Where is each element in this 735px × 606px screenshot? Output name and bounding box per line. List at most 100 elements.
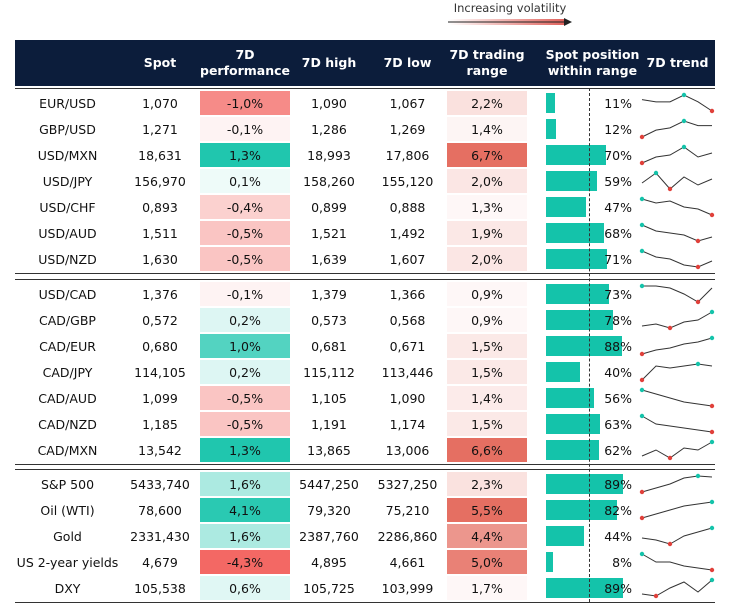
row-label: CAD/EUR bbox=[39, 338, 96, 354]
low: 0,888 bbox=[389, 199, 426, 215]
performance: 1,6% bbox=[200, 524, 290, 548]
sparkline bbox=[641, 170, 713, 192]
trend-min bbox=[695, 264, 701, 270]
performance: -0,4% bbox=[200, 195, 290, 219]
header-cell: Spot bbox=[143, 55, 177, 70]
low: 103,999 bbox=[381, 580, 434, 596]
trend-max bbox=[681, 144, 687, 150]
position-label: 59% bbox=[604, 173, 632, 189]
trend-line bbox=[641, 198, 713, 216]
trend-max bbox=[709, 577, 715, 583]
performance: -1,0% bbox=[200, 91, 290, 115]
performance: -0,5% bbox=[200, 412, 290, 436]
trend-max bbox=[681, 118, 687, 124]
high: 158,260 bbox=[303, 173, 355, 189]
trend-min bbox=[667, 325, 673, 331]
high: 115,112 bbox=[303, 364, 355, 380]
row-label: USD/CHF bbox=[39, 199, 96, 215]
high: 18,993 bbox=[307, 147, 351, 163]
low: 1,269 bbox=[389, 121, 426, 137]
position-label: 78% bbox=[604, 312, 632, 328]
trend-min bbox=[709, 212, 715, 218]
performance: -0,1% bbox=[200, 282, 290, 306]
trading-range: 5,5% bbox=[447, 498, 527, 522]
trend-min bbox=[709, 108, 715, 114]
high: 0,899 bbox=[311, 199, 347, 215]
trend-line bbox=[641, 501, 713, 519]
position-label: 71% bbox=[604, 251, 632, 267]
high: 79,320 bbox=[307, 502, 351, 518]
trend-max bbox=[639, 413, 645, 419]
spot: 2331,430 bbox=[130, 528, 190, 544]
spot: 156,970 bbox=[134, 173, 186, 189]
high: 105,725 bbox=[303, 580, 355, 596]
trading-range: 1,9% bbox=[447, 221, 527, 245]
low: 75,210 bbox=[385, 502, 430, 518]
header-cell: 7D trading range bbox=[449, 47, 525, 78]
position-bar bbox=[546, 310, 614, 330]
trend-max bbox=[695, 473, 701, 479]
position-label: 73% bbox=[604, 286, 632, 302]
spot: 1,511 bbox=[142, 225, 178, 241]
performance: 4,1% bbox=[200, 498, 290, 522]
high: 5447,250 bbox=[299, 476, 359, 492]
trend-line bbox=[641, 415, 713, 433]
low: 1,067 bbox=[389, 95, 426, 111]
sparkline bbox=[639, 473, 713, 495]
performance: 1,3% bbox=[200, 143, 290, 167]
trend-line bbox=[641, 527, 713, 545]
low: 13,006 bbox=[385, 442, 430, 458]
trend-line bbox=[641, 475, 713, 493]
row-label: EUR/USD bbox=[39, 95, 96, 111]
trading-range: 2,0% bbox=[447, 247, 527, 271]
trend-min bbox=[639, 160, 645, 166]
trend-max bbox=[639, 283, 645, 289]
performance: -0,5% bbox=[200, 221, 290, 245]
trend-max bbox=[709, 309, 715, 315]
group-line bbox=[15, 273, 715, 274]
position-bar bbox=[546, 336, 622, 356]
low: 17,806 bbox=[385, 147, 430, 163]
trend-max bbox=[709, 499, 715, 505]
group-line bbox=[15, 88, 715, 89]
high: 4,895 bbox=[311, 554, 347, 570]
trading-range: 0,9% bbox=[447, 282, 527, 306]
trading-range: 0,9% bbox=[447, 308, 527, 332]
sparkline bbox=[641, 92, 715, 114]
low: 1,492 bbox=[389, 225, 426, 241]
performance: 0,1% bbox=[200, 169, 290, 193]
row-label: CAD/MXN bbox=[37, 442, 98, 458]
row-label: CAD/JPY bbox=[42, 364, 93, 380]
trend-line bbox=[641, 363, 713, 381]
trading-range: 2,0% bbox=[447, 169, 527, 193]
row-label: CAD/NZD bbox=[38, 416, 97, 432]
high: 2387,760 bbox=[299, 528, 359, 544]
trend-max bbox=[709, 525, 715, 531]
position-label: 62% bbox=[604, 442, 632, 458]
low: 155,120 bbox=[381, 173, 434, 189]
trend-line bbox=[641, 250, 713, 268]
trend-line bbox=[641, 172, 713, 190]
low: 1,366 bbox=[389, 286, 426, 302]
header-cell: 7D high bbox=[301, 55, 357, 70]
spot: 1,271 bbox=[142, 121, 178, 137]
position-label: 89% bbox=[604, 476, 632, 492]
header-cell: 7D trend bbox=[646, 55, 709, 70]
sparkline bbox=[639, 248, 713, 270]
trend-min bbox=[639, 489, 645, 495]
trend-min bbox=[639, 351, 645, 357]
position-bar bbox=[546, 526, 584, 546]
sparkline bbox=[639, 222, 713, 244]
group-line bbox=[15, 279, 715, 280]
low: 2286,860 bbox=[377, 528, 438, 544]
row-label: US 2-year yields bbox=[16, 554, 119, 570]
trend-min bbox=[695, 238, 701, 244]
high: 1,090 bbox=[311, 95, 347, 111]
trading-range: 4,4% bbox=[447, 524, 527, 548]
trend-min bbox=[709, 403, 715, 409]
trading-range: 1,5% bbox=[447, 360, 527, 384]
group-line bbox=[15, 469, 715, 470]
header-cell: 7D low bbox=[383, 55, 432, 70]
performance: 1,0% bbox=[200, 334, 290, 358]
